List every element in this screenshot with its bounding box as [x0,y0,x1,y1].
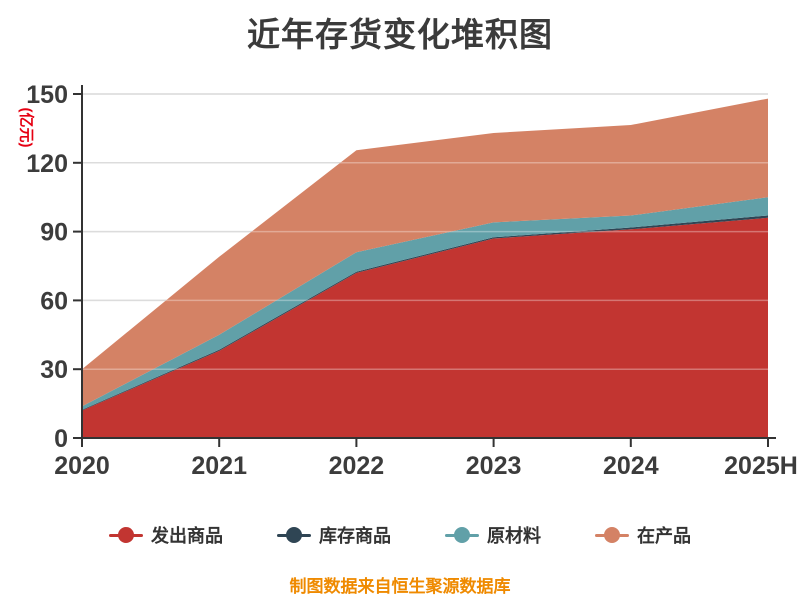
x-tick-label: 2020 [54,452,110,480]
legend-item-库存商品[interactable]: 库存商品 [277,522,391,548]
x-tick-label: 2022 [329,452,385,480]
x-tick-label: 2021 [191,452,247,480]
legend-line-dot-icon [109,527,143,543]
legend-dot [286,527,302,543]
y-tick-label: 120 [26,150,68,178]
legend-dot [604,527,620,543]
area-band-发出商品[interactable] [82,217,768,438]
legend-line-dot-icon [445,527,479,543]
y-tick-label: 0 [54,425,68,453]
legend-item-在产品[interactable]: 在产品 [595,522,691,548]
legend-dot [454,527,470,543]
legend-label: 在产品 [637,526,691,546]
legend-line-dot-icon [277,527,311,543]
data-source-note: 制图数据来自恒生聚源数据库 [289,577,511,596]
chart-title: 近年存货变化堆积图 [247,16,553,53]
legend-item-原材料[interactable]: 原材料 [445,522,541,548]
legend-item-发出商品[interactable]: 发出商品 [109,522,223,548]
y-tick-label: 60 [40,287,68,315]
y-tick-label: 30 [40,356,68,384]
x-tick-label: 2023 [466,452,522,480]
legend-label: 原材料 [487,526,541,546]
legend: 发出商品 库存商品 原材料 在产品 [0,520,800,550]
area-band-在产品[interactable] [82,98,768,407]
x-tick-label: 2024 [603,452,659,480]
legend-line-dot-icon [595,527,629,543]
legend-label: 发出商品 [151,526,223,546]
legend-label: 库存商品 [319,526,391,546]
x-tick-label: 2025H [724,452,798,480]
y-tick-label: 150 [26,81,68,109]
legend-dot [118,527,134,543]
y-tick-label: 90 [40,219,68,247]
area-band-原材料[interactable] [82,197,768,410]
